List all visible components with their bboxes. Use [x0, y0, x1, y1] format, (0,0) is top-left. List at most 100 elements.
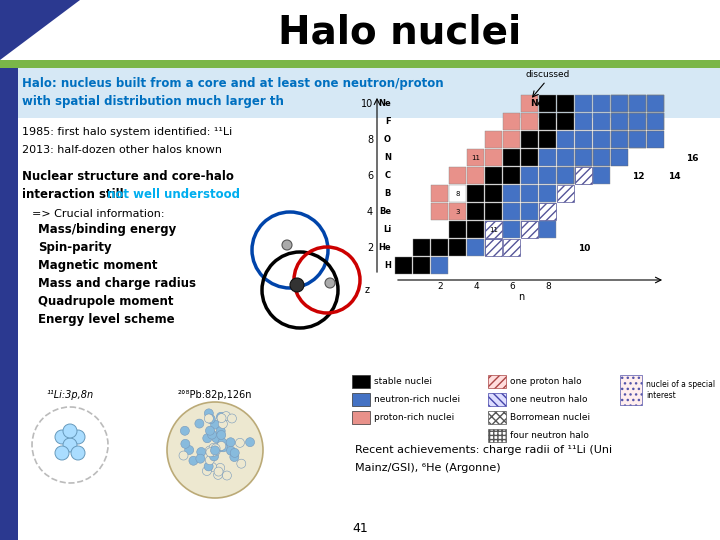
Bar	[557, 113, 574, 130]
Bar	[467, 203, 484, 220]
Bar	[557, 131, 574, 148]
Bar	[488, 375, 506, 388]
Text: B: B	[384, 190, 391, 199]
Polygon shape	[0, 0, 80, 60]
Bar	[485, 221, 502, 238]
Bar	[485, 149, 502, 166]
Bar	[611, 131, 628, 148]
Bar	[449, 239, 466, 256]
Circle shape	[210, 420, 220, 429]
Text: Li: Li	[383, 226, 391, 234]
Bar	[521, 221, 538, 238]
Circle shape	[217, 413, 225, 421]
Bar	[485, 203, 502, 220]
Text: 11: 11	[472, 155, 480, 161]
Text: => Crucial information:: => Crucial information:	[32, 209, 164, 219]
Text: 8: 8	[456, 191, 460, 197]
Bar	[503, 221, 520, 238]
Bar	[593, 149, 610, 166]
Text: 4: 4	[367, 207, 373, 217]
Bar	[557, 149, 574, 166]
Circle shape	[203, 434, 212, 443]
Bar	[352, 411, 370, 424]
Circle shape	[179, 451, 188, 460]
Bar	[467, 221, 484, 238]
Bar	[413, 239, 430, 256]
Circle shape	[205, 456, 215, 465]
Text: 2: 2	[366, 243, 373, 253]
Text: 11: 11	[490, 227, 498, 233]
Bar	[431, 203, 448, 220]
Bar	[521, 167, 538, 184]
Bar	[503, 221, 520, 238]
Circle shape	[218, 420, 228, 428]
Bar	[647, 113, 664, 130]
Bar	[557, 95, 574, 112]
Bar	[485, 167, 502, 184]
Bar	[539, 221, 556, 238]
Bar	[485, 131, 502, 148]
Bar	[467, 149, 484, 166]
Bar	[431, 185, 448, 202]
Text: Mass/binding energy: Mass/binding energy	[38, 224, 176, 237]
Bar	[575, 113, 592, 130]
Text: Ne: Ne	[378, 99, 391, 109]
Circle shape	[189, 456, 198, 465]
Bar	[611, 113, 628, 130]
Bar	[575, 95, 592, 112]
Circle shape	[226, 438, 235, 447]
Circle shape	[207, 430, 217, 439]
Bar	[539, 203, 556, 220]
Text: Be: Be	[379, 207, 391, 217]
Bar	[488, 393, 506, 406]
Circle shape	[246, 437, 255, 447]
Bar	[467, 239, 484, 256]
Bar	[575, 131, 592, 148]
Bar	[467, 167, 484, 184]
Bar	[449, 203, 466, 220]
Bar	[611, 113, 628, 130]
Bar	[521, 95, 538, 112]
Bar	[485, 185, 502, 202]
Bar	[488, 429, 506, 442]
Bar	[449, 185, 466, 202]
Circle shape	[185, 446, 194, 455]
Circle shape	[181, 426, 189, 435]
Bar	[647, 95, 664, 112]
Bar	[557, 167, 574, 184]
Text: nuclei of a special
interest: nuclei of a special interest	[646, 380, 715, 400]
Circle shape	[55, 430, 69, 444]
Bar	[485, 221, 502, 238]
Text: N: N	[384, 153, 391, 163]
Text: Spin-parity: Spin-parity	[38, 241, 112, 254]
Bar	[431, 257, 448, 274]
Circle shape	[230, 448, 239, 457]
Bar	[485, 167, 502, 184]
Circle shape	[216, 463, 225, 472]
Text: ²°⁸Pb:82p,126n: ²°⁸Pb:82p,126n	[178, 390, 252, 400]
Circle shape	[204, 409, 213, 418]
Bar	[647, 131, 664, 148]
Text: 10: 10	[578, 244, 590, 253]
Bar	[629, 113, 646, 130]
Bar	[521, 185, 538, 202]
Circle shape	[214, 470, 222, 480]
Text: 2013: half-dozen other halos known: 2013: half-dozen other halos known	[22, 145, 222, 155]
Text: 6: 6	[509, 282, 515, 291]
Bar	[629, 113, 646, 130]
Bar	[593, 95, 610, 112]
Circle shape	[282, 240, 292, 250]
Text: 16: 16	[685, 154, 698, 163]
Circle shape	[210, 446, 220, 455]
Circle shape	[207, 462, 217, 471]
Circle shape	[71, 446, 85, 460]
Bar	[620, 375, 642, 405]
Text: stable nuclei: stable nuclei	[374, 377, 432, 386]
Bar	[431, 185, 448, 202]
Bar	[467, 149, 484, 166]
Text: 41: 41	[352, 522, 368, 535]
Bar	[521, 185, 538, 202]
Bar	[395, 257, 412, 274]
Bar	[611, 131, 628, 148]
Bar	[647, 113, 664, 130]
